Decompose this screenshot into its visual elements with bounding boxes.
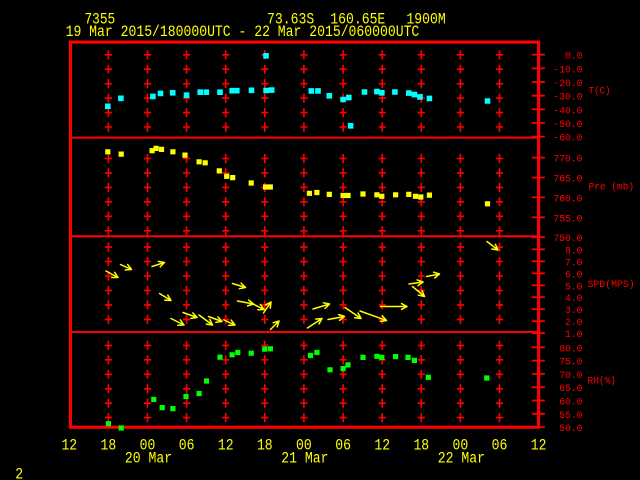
svg-text:-10.0: -10.0 xyxy=(553,64,582,76)
svg-text:765.0: 765.0 xyxy=(553,174,582,186)
svg-text:18: 18 xyxy=(101,436,117,454)
svg-text:55.0: 55.0 xyxy=(559,410,582,422)
svg-text:00: 00 xyxy=(296,436,312,454)
svg-text:06: 06 xyxy=(179,436,195,454)
svg-text:12: 12 xyxy=(61,436,77,454)
svg-text:755.0: 755.0 xyxy=(553,213,582,225)
svg-text:7355: 7355 xyxy=(85,10,116,28)
svg-text:6.0: 6.0 xyxy=(565,269,583,281)
svg-text:-50.0: -50.0 xyxy=(553,119,582,131)
svg-text:SPD(MPS): SPD(MPS) xyxy=(588,279,635,291)
svg-text:60.0: 60.0 xyxy=(559,397,582,409)
svg-text:T(C): T(C) xyxy=(589,86,611,98)
svg-text:12: 12 xyxy=(531,436,547,454)
svg-text:00: 00 xyxy=(453,436,469,454)
svg-text:8.0: 8.0 xyxy=(565,245,583,257)
svg-text:20 Mar: 20 Mar xyxy=(125,449,172,467)
svg-text:Pre (mb): Pre (mb) xyxy=(589,182,635,194)
svg-text:70.0: 70.0 xyxy=(559,370,582,382)
svg-text:00: 00 xyxy=(140,436,156,454)
svg-text:2.0: 2.0 xyxy=(565,317,583,329)
svg-text:-30.0: -30.0 xyxy=(553,92,582,104)
svg-text:22 Mar: 22 Mar xyxy=(438,449,485,467)
svg-text:19 Mar 2015/180000UTC - 22 Mar: 19 Mar 2015/180000UTC - 22 Mar 2015/0600… xyxy=(66,23,420,41)
svg-text:RH(%): RH(%) xyxy=(588,376,617,388)
svg-text:06: 06 xyxy=(335,436,351,454)
svg-text:770.0: 770.0 xyxy=(553,154,582,166)
svg-text:12: 12 xyxy=(374,436,390,454)
svg-text:5.0: 5.0 xyxy=(565,281,583,293)
svg-text:-20.0: -20.0 xyxy=(553,78,582,90)
svg-text:65.0: 65.0 xyxy=(559,383,582,395)
svg-text:06: 06 xyxy=(492,436,508,454)
svg-text:75.0: 75.0 xyxy=(559,357,582,369)
svg-text:3.0: 3.0 xyxy=(565,305,583,317)
svg-text:18: 18 xyxy=(413,436,429,454)
svg-text:18: 18 xyxy=(257,436,273,454)
svg-text:750.0: 750.0 xyxy=(553,233,582,245)
svg-text:760.0: 760.0 xyxy=(553,193,582,205)
svg-text:80.0: 80.0 xyxy=(559,343,582,355)
svg-text:4.0: 4.0 xyxy=(565,293,583,305)
svg-text:21 Mar: 21 Mar xyxy=(281,449,328,467)
svg-text:1900M: 1900M xyxy=(406,10,445,28)
svg-text:50.0: 50.0 xyxy=(559,423,582,435)
svg-text:73.63S: 73.63S xyxy=(267,10,314,28)
svg-text:-40.0: -40.0 xyxy=(553,105,582,117)
svg-text:12: 12 xyxy=(218,436,234,454)
svg-text:0.0: 0.0 xyxy=(565,51,583,63)
svg-text:-60.0: -60.0 xyxy=(553,133,582,145)
svg-text:2: 2 xyxy=(15,466,23,480)
svg-text:7.0: 7.0 xyxy=(565,257,583,269)
svg-text:160.65E: 160.65E xyxy=(330,10,385,28)
svg-text:1.0: 1.0 xyxy=(565,329,583,341)
